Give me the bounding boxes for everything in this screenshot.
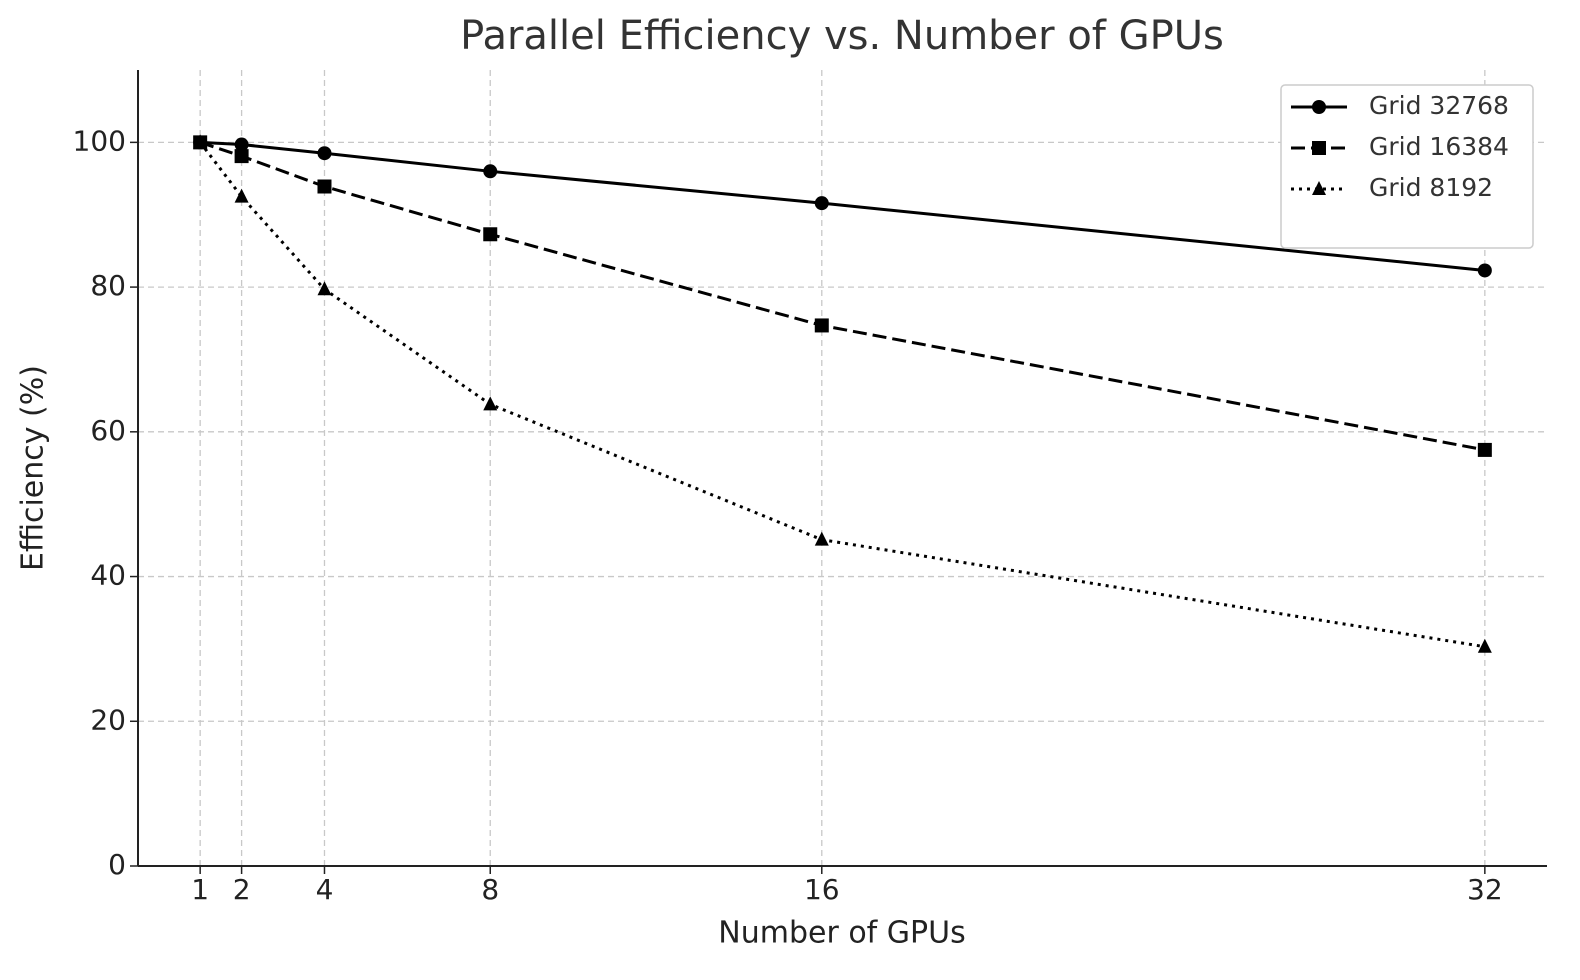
chart-title: Parallel Efficiency vs. Number of GPUs [460,13,1224,59]
marker [317,146,332,161]
legend-marker [1312,181,1326,195]
marker [814,318,829,333]
marker [1477,263,1492,278]
legend-box [1280,84,1534,249]
series-line [199,140,1486,452]
legend-marker [1312,100,1326,114]
series-line [198,141,1486,649]
x-tick-label: 4 [316,873,334,906]
x-tick-label: 2 [233,873,251,906]
y-tick-label: 80 [90,269,126,302]
marker [483,164,498,179]
legend-label: Grid 32768 [1369,91,1509,120]
x-tick-label: 16 [804,873,840,906]
marker [1477,442,1492,457]
marker [317,281,332,296]
marker [483,227,498,242]
y-tick-label: 40 [90,559,126,592]
y-tick-label: 100 [73,124,126,157]
y-tick-label: 60 [90,414,126,447]
marker [1477,638,1492,653]
y-axis-label: Efficiency (%) [16,365,51,571]
x-axis-label: Number of GPUs [718,916,965,951]
x-tick-label: 1 [191,873,209,906]
legend-label: Grid 8192 [1369,173,1493,202]
y-tick-label: 0 [108,848,126,881]
y-tick-label: 20 [90,703,126,736]
legend-label: Grid 16384 [1369,132,1509,161]
marker [483,396,498,411]
x-tick-label: 8 [481,873,499,906]
marker [234,149,249,164]
marker [193,134,208,149]
marker [234,188,249,203]
marker [234,137,249,152]
marker [814,196,829,211]
x-tick-label: 32 [1467,873,1503,906]
legend-marker [1312,141,1326,155]
marker [317,179,332,194]
legend: Grid 32768 Grid 16384 Grid 8192 [1280,84,1534,249]
marker [814,531,829,546]
